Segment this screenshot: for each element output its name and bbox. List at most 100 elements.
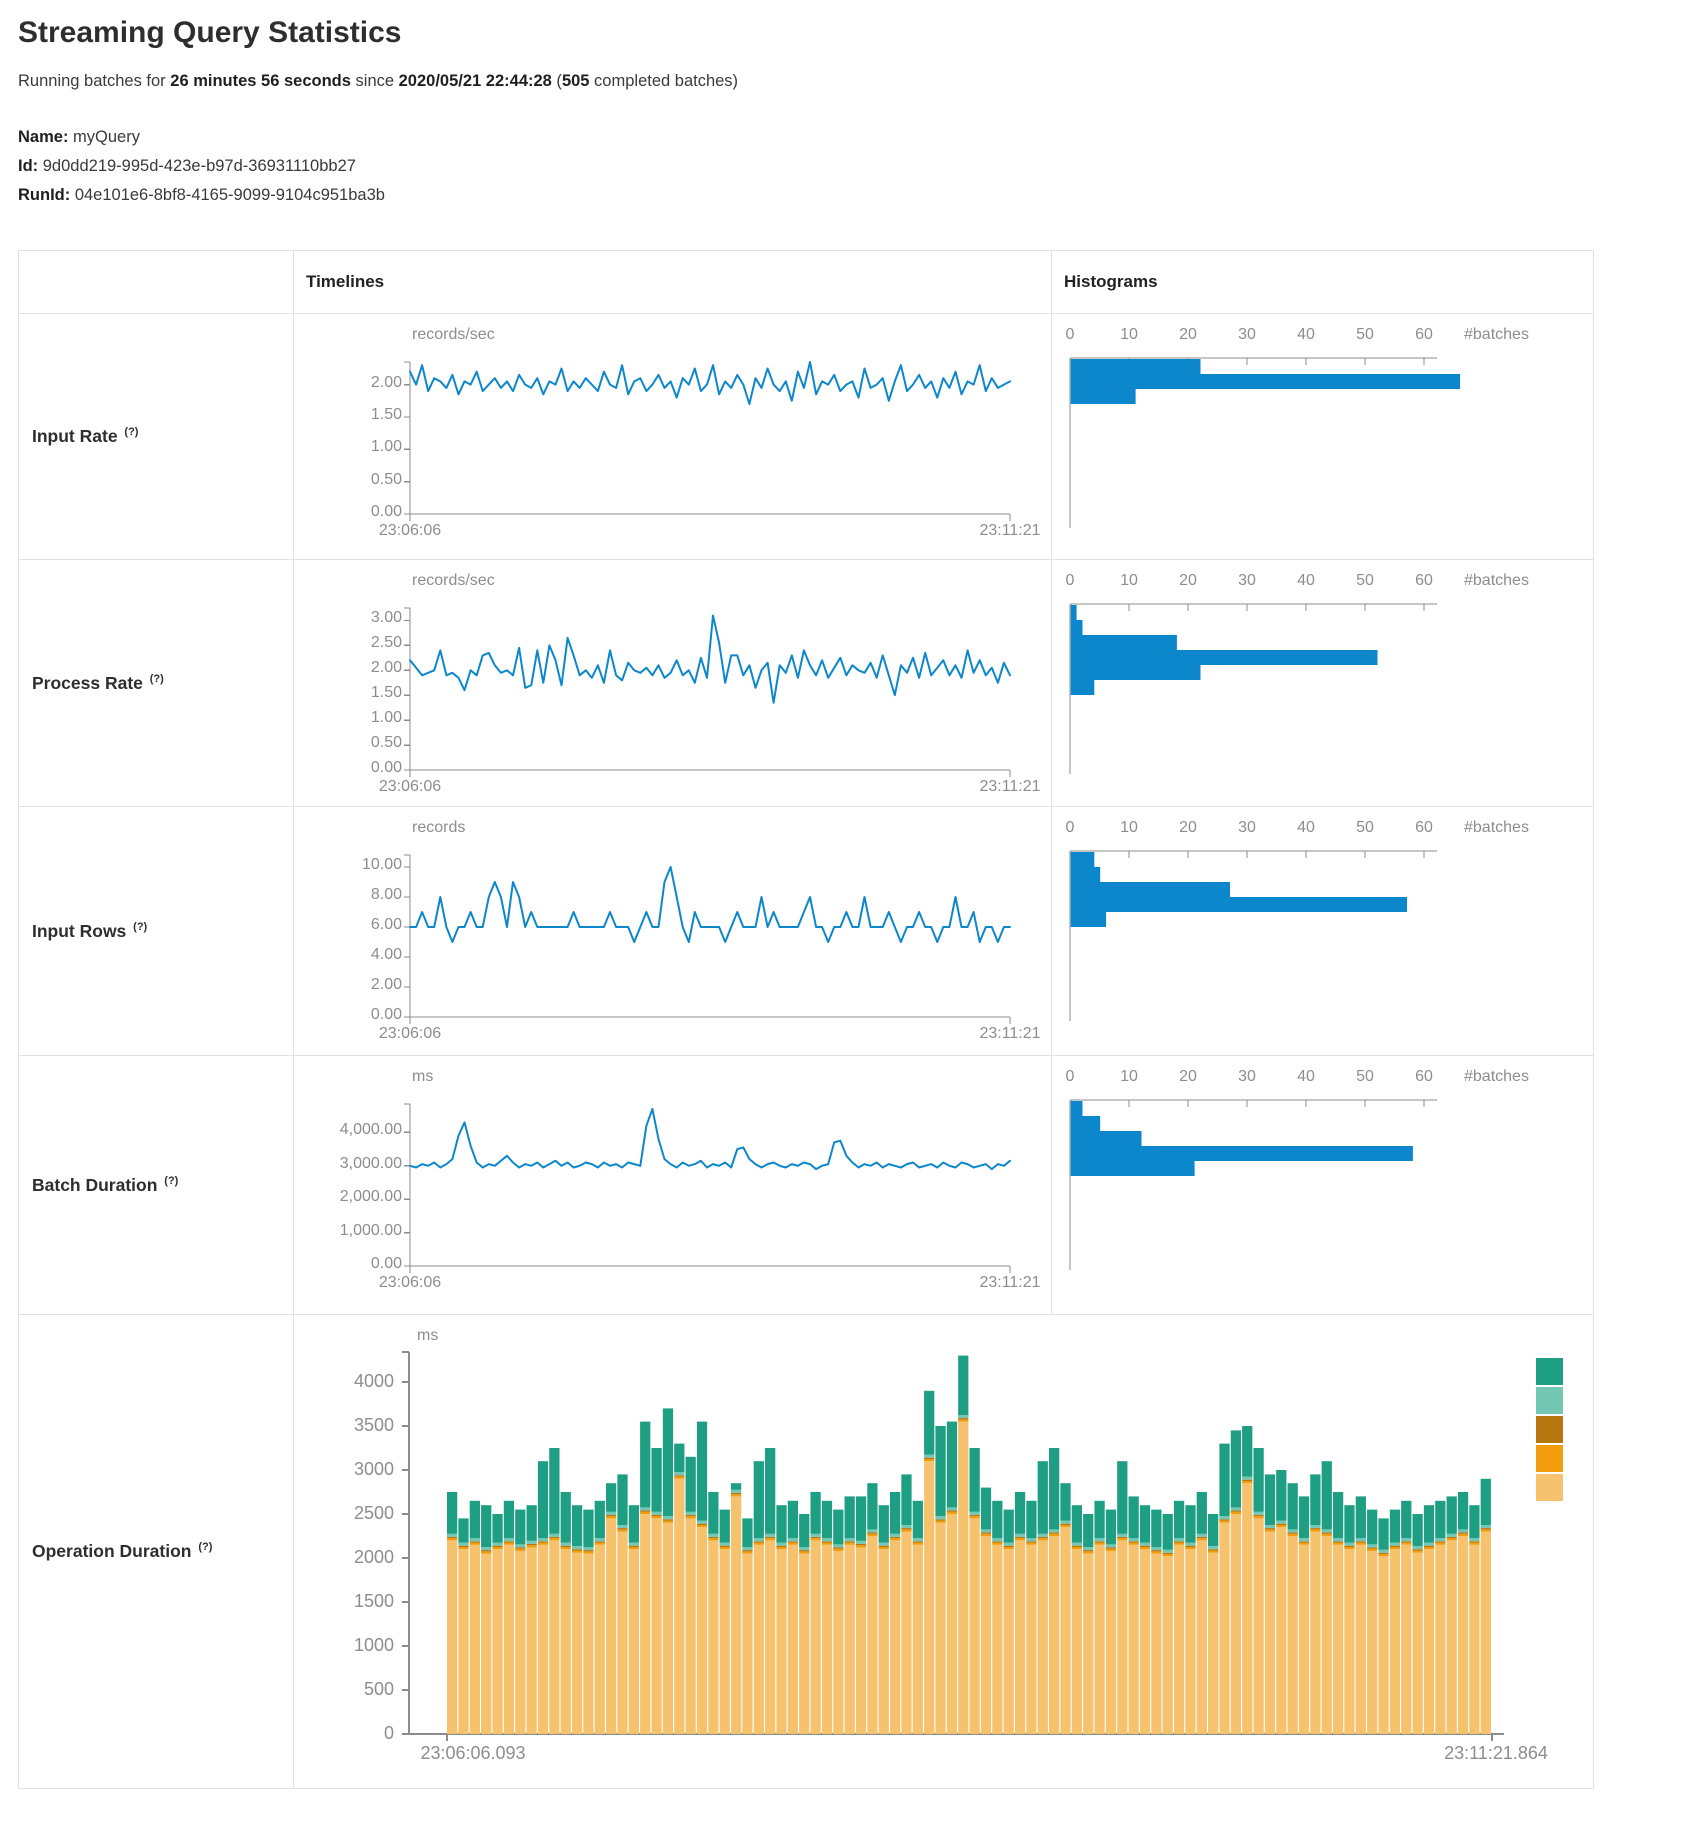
op-bar-segment-orange bbox=[583, 1551, 594, 1554]
timeline-y-tick-label: 0.00 bbox=[370, 1006, 402, 1023]
help-tooltip-marker[interactable]: (?) bbox=[149, 672, 164, 685]
op-bar-segment-brown bbox=[1060, 1523, 1071, 1525]
histogram-cell-input-rows: 0 10 20 30 40 50 60 #batches bbox=[1051, 806, 1593, 1055]
op-bar-segment-orange bbox=[753, 1542, 764, 1545]
op-bar-segment-green bbox=[946, 1421, 958, 1508]
op-bar-segment-brown bbox=[924, 1457, 935, 1459]
op-bar-segment-green bbox=[708, 1492, 719, 1534]
op-bar-segment-tan bbox=[1423, 1549, 1435, 1734]
op-bar-segment-green bbox=[810, 1492, 821, 1534]
op-bar-segment-light-teal bbox=[708, 1533, 719, 1537]
op-bar-segment-brown bbox=[526, 1543, 537, 1546]
op-bar-segment-green bbox=[560, 1492, 571, 1543]
op-bar-segment-green bbox=[1446, 1496, 1457, 1534]
op-bar-segment-green bbox=[617, 1474, 628, 1525]
op-bar-segment-green bbox=[571, 1505, 583, 1547]
op-bar-segment-green bbox=[1389, 1509, 1401, 1543]
op-bar-segment-light-teal bbox=[1242, 1476, 1253, 1480]
op-bar-segment-tan bbox=[1469, 1544, 1480, 1734]
timeline-line-input-rate bbox=[409, 361, 1011, 405]
help-tooltip-marker[interactable]: (?) bbox=[124, 426, 139, 439]
summary-paren: ( bbox=[551, 72, 562, 90]
op-bar-segment-light-teal bbox=[685, 1511, 696, 1515]
op-bar-segment-orange bbox=[708, 1538, 719, 1541]
histogram-bar bbox=[1070, 882, 1230, 897]
op-bar-segment-tan bbox=[878, 1549, 889, 1734]
op-bar-segment-tan bbox=[810, 1540, 821, 1734]
op-bar-segment-light-teal bbox=[765, 1533, 776, 1537]
help-tooltip-marker[interactable]: (?) bbox=[198, 1541, 213, 1554]
op-bar-segment-orange bbox=[855, 1545, 867, 1548]
timeline-line-batch-duration bbox=[409, 1108, 1011, 1171]
op-bar-segment-tan bbox=[1276, 1527, 1287, 1734]
op-bar-segment-brown bbox=[1469, 1541, 1480, 1543]
op-bar-segment-green bbox=[515, 1509, 526, 1545]
op-bar-segment-green bbox=[1355, 1496, 1366, 1539]
op-bar-segment-tan bbox=[1139, 1549, 1151, 1734]
op-bar-segment-tan bbox=[776, 1549, 787, 1734]
operation-y-tick-label: 4000 bbox=[353, 1371, 394, 1391]
op-bar-segment-orange bbox=[1378, 1554, 1389, 1557]
op-bar-segment-tan bbox=[537, 1544, 549, 1734]
op-bar-segment-light-teal bbox=[1049, 1529, 1060, 1533]
op-bar-segment-tan bbox=[1094, 1544, 1105, 1734]
query-meta: Name: myQuery Id: 9d0dd219-995d-423e-b97… bbox=[18, 123, 1693, 210]
op-bar-segment-green bbox=[719, 1509, 730, 1543]
summary-prefix: Running batches for bbox=[18, 72, 171, 90]
op-bar-segment-green bbox=[833, 1509, 844, 1545]
op-bar-segment-green bbox=[458, 1518, 469, 1543]
op-bar-segment-tan bbox=[708, 1540, 719, 1734]
op-bar-segment-light-teal bbox=[935, 1516, 946, 1520]
op-bar-segment-brown bbox=[969, 1514, 980, 1517]
op-bar-segment-tan bbox=[1060, 1527, 1071, 1734]
op-bar-segment-tan bbox=[844, 1544, 855, 1734]
op-bar-segment-brown bbox=[515, 1547, 526, 1549]
op-bar-segment-orange bbox=[1003, 1547, 1014, 1550]
op-bar-segment-green bbox=[742, 1518, 753, 1547]
op-bar-segment-light-teal bbox=[1151, 1547, 1162, 1551]
op-bar-segment-brown bbox=[1412, 1549, 1423, 1551]
row-label-process-rate: Process Rate (?) bbox=[32, 673, 164, 694]
op-bar-segment-light-teal bbox=[821, 1538, 833, 1542]
op-bar-segment-light-teal bbox=[1208, 1546, 1219, 1550]
op-bar-segment-brown bbox=[1480, 1528, 1491, 1530]
op-bar-segment-green bbox=[787, 1500, 799, 1539]
op-bar-segment-orange bbox=[1173, 1542, 1185, 1545]
histogram-axis-tick-label: 10 bbox=[1120, 1068, 1138, 1085]
op-bar-segment-light-teal bbox=[1105, 1544, 1117, 1548]
op-bar-segment-green bbox=[1173, 1500, 1185, 1539]
timeline-y-tick-label: 2.00 bbox=[370, 976, 402, 993]
op-bar-segment-brown bbox=[1139, 1545, 1151, 1547]
histogram-axis-tick-label: 40 bbox=[1297, 572, 1315, 589]
op-bar-segment-orange bbox=[1344, 1547, 1355, 1550]
op-bar-segment-brown bbox=[503, 1541, 515, 1543]
op-bar-segment-green bbox=[526, 1505, 537, 1541]
op-bar-segment-orange bbox=[651, 1516, 662, 1519]
row-label-operation-duration: Operation Duration (?) bbox=[32, 1541, 212, 1562]
row-label-cell-batch-duration: Batch Duration (?) bbox=[19, 1055, 293, 1314]
query-runid-label: RunId: bbox=[18, 186, 71, 204]
histogram-axis-tick-label: 50 bbox=[1356, 326, 1374, 343]
help-tooltip-marker[interactable]: (?) bbox=[164, 1174, 179, 1187]
op-bar-segment-tan bbox=[787, 1544, 799, 1734]
op-bar-segment-brown bbox=[753, 1541, 764, 1543]
timeline-cell-process-rate: records/sec 0.00 0.50 1.00 1.50 2.00 2.50 3.00 2… bbox=[293, 559, 1051, 806]
histogram-bar bbox=[1070, 359, 1201, 374]
op-bar-segment-orange bbox=[1083, 1551, 1094, 1554]
op-bar-segment-tan bbox=[1014, 1540, 1026, 1734]
help-tooltip-marker[interactable]: (?) bbox=[133, 920, 148, 933]
op-bar-segment-light-teal bbox=[651, 1511, 662, 1515]
op-bar-segment-brown bbox=[1185, 1545, 1196, 1547]
op-bar-segment-green bbox=[867, 1483, 878, 1530]
op-bar-segment-brown bbox=[1446, 1536, 1457, 1539]
op-bar-segment-green bbox=[1037, 1461, 1048, 1534]
op-bar-segment-orange bbox=[617, 1529, 628, 1532]
op-bar-segment-orange bbox=[765, 1538, 776, 1541]
operation-unit-label: ms bbox=[417, 1327, 439, 1344]
op-bar-segment-brown bbox=[799, 1550, 810, 1552]
timeline-y-tick-label: 0.00 bbox=[370, 503, 402, 520]
op-bar-segment-tan bbox=[833, 1550, 844, 1734]
op-bar-segment-orange bbox=[526, 1545, 537, 1548]
op-bar-segment-brown bbox=[651, 1514, 662, 1517]
op-bar-segment-orange bbox=[1185, 1547, 1196, 1550]
